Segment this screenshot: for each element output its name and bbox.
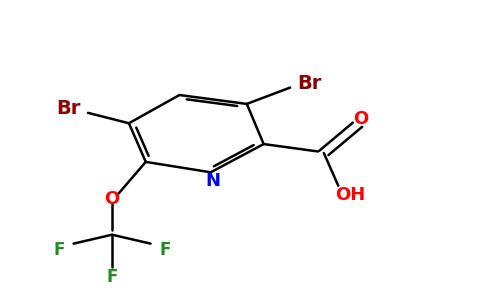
Text: O: O [105,190,120,208]
Text: Br: Br [57,99,81,118]
Text: O: O [353,110,368,128]
Text: F: F [106,268,118,286]
Text: OH: OH [335,187,365,205]
Text: N: N [206,172,221,190]
Text: Br: Br [297,74,321,93]
Text: F: F [53,241,65,259]
Text: F: F [159,241,171,259]
